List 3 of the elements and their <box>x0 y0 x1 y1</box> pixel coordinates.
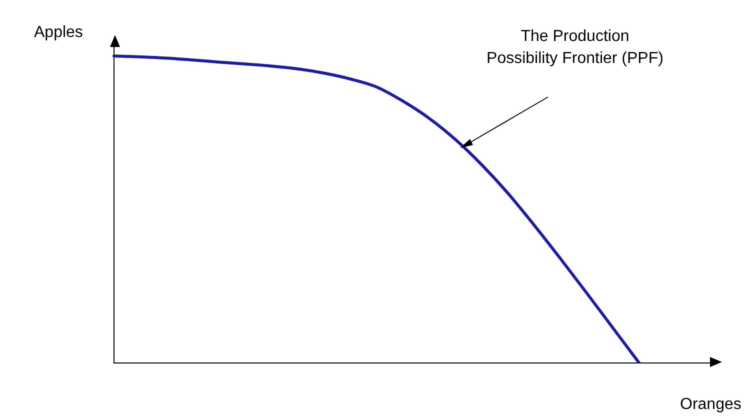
annotation: The Production Possibility Frontier (PPF) <box>486 27 664 69</box>
x-axis-title: Oranges <box>680 396 742 414</box>
y-axis-title: Apples <box>34 24 83 42</box>
